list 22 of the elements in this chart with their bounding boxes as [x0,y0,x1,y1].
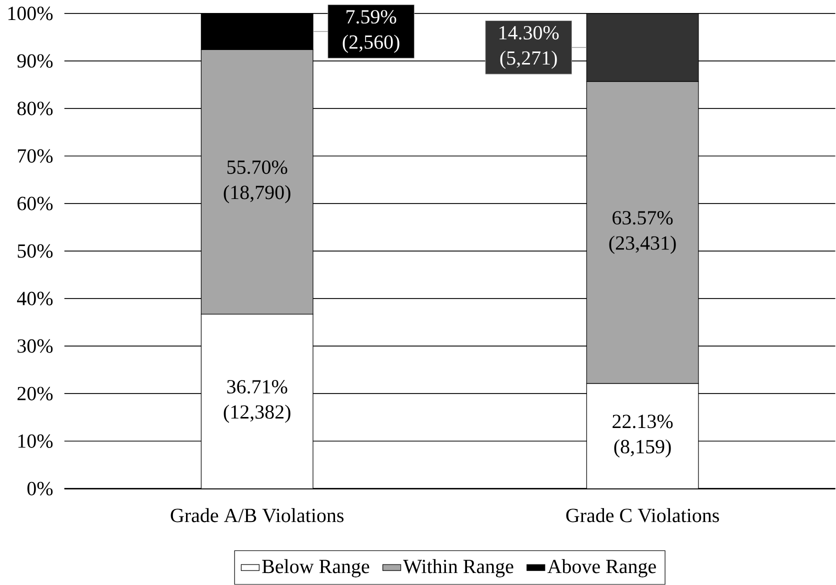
legend-label: Above Range [547,559,656,578]
y-tick-label: 50% [18,244,53,258]
y-tick-label: 40% [17,292,53,306]
y-tick-label: 100% [8,6,53,20]
legend-label: Within Range [403,559,514,578]
data-label: 22.13% (8,159) [612,414,673,458]
data-label: 36.71% (12,382) [224,380,290,423]
data-label: 7.59% (2,560) [342,10,400,53]
y-tick-label: 70% [18,149,53,163]
x-tick-label: Grade C Violations [566,508,719,522]
data-label: 63.57% (23,431) [609,211,676,254]
data-label: 14.30% (5,271) [500,26,559,69]
y-tick-label: 80% [17,102,53,116]
y-tick-label: 60% [18,196,53,210]
x-tick-label: Grade A/B Violations [170,508,344,522]
legend-label: Below Range [262,559,370,578]
y-tick-label: 10% [18,434,53,448]
data-label: 55.70% (18,790) [224,160,290,204]
y-tick-label: 20% [18,386,53,401]
y-tick-label: 30% [18,339,53,353]
y-tick-label: 0% [27,482,53,496]
y-tick-label: 90% [17,54,53,68]
